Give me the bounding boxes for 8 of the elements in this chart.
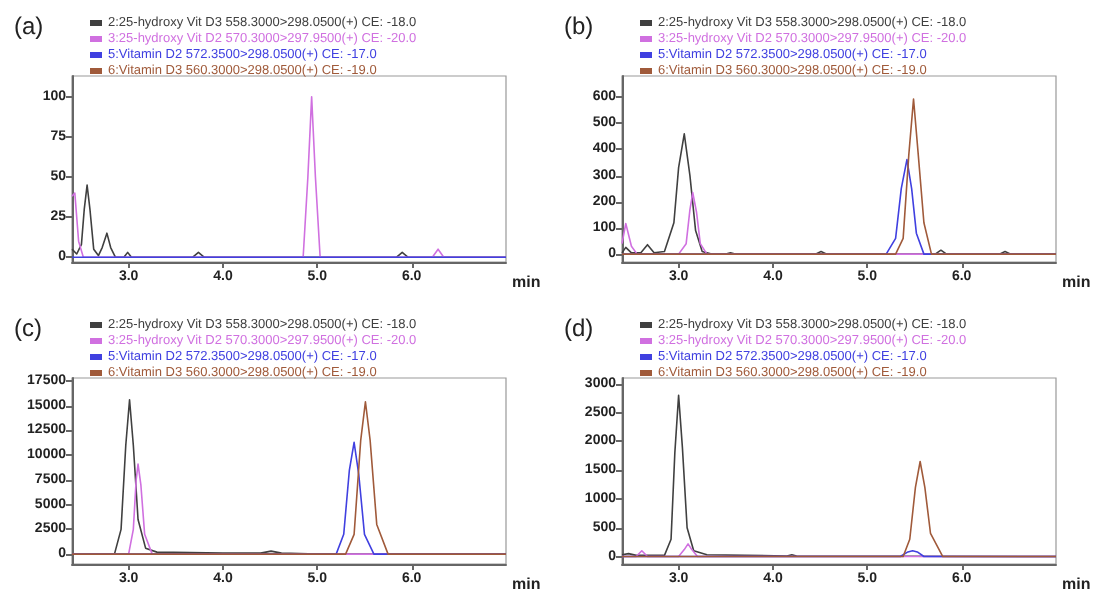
chart-title: (c) <box>14 314 42 342</box>
x-axis-title: min <box>1062 575 1091 593</box>
chart-title: (b) <box>564 12 594 40</box>
x-axis-title: min <box>512 575 541 593</box>
chart-title: (a) <box>14 12 44 40</box>
x-axis-title: min <box>1062 273 1091 291</box>
chart-title: (d) <box>564 314 594 342</box>
x-axis-title: min <box>512 273 541 291</box>
